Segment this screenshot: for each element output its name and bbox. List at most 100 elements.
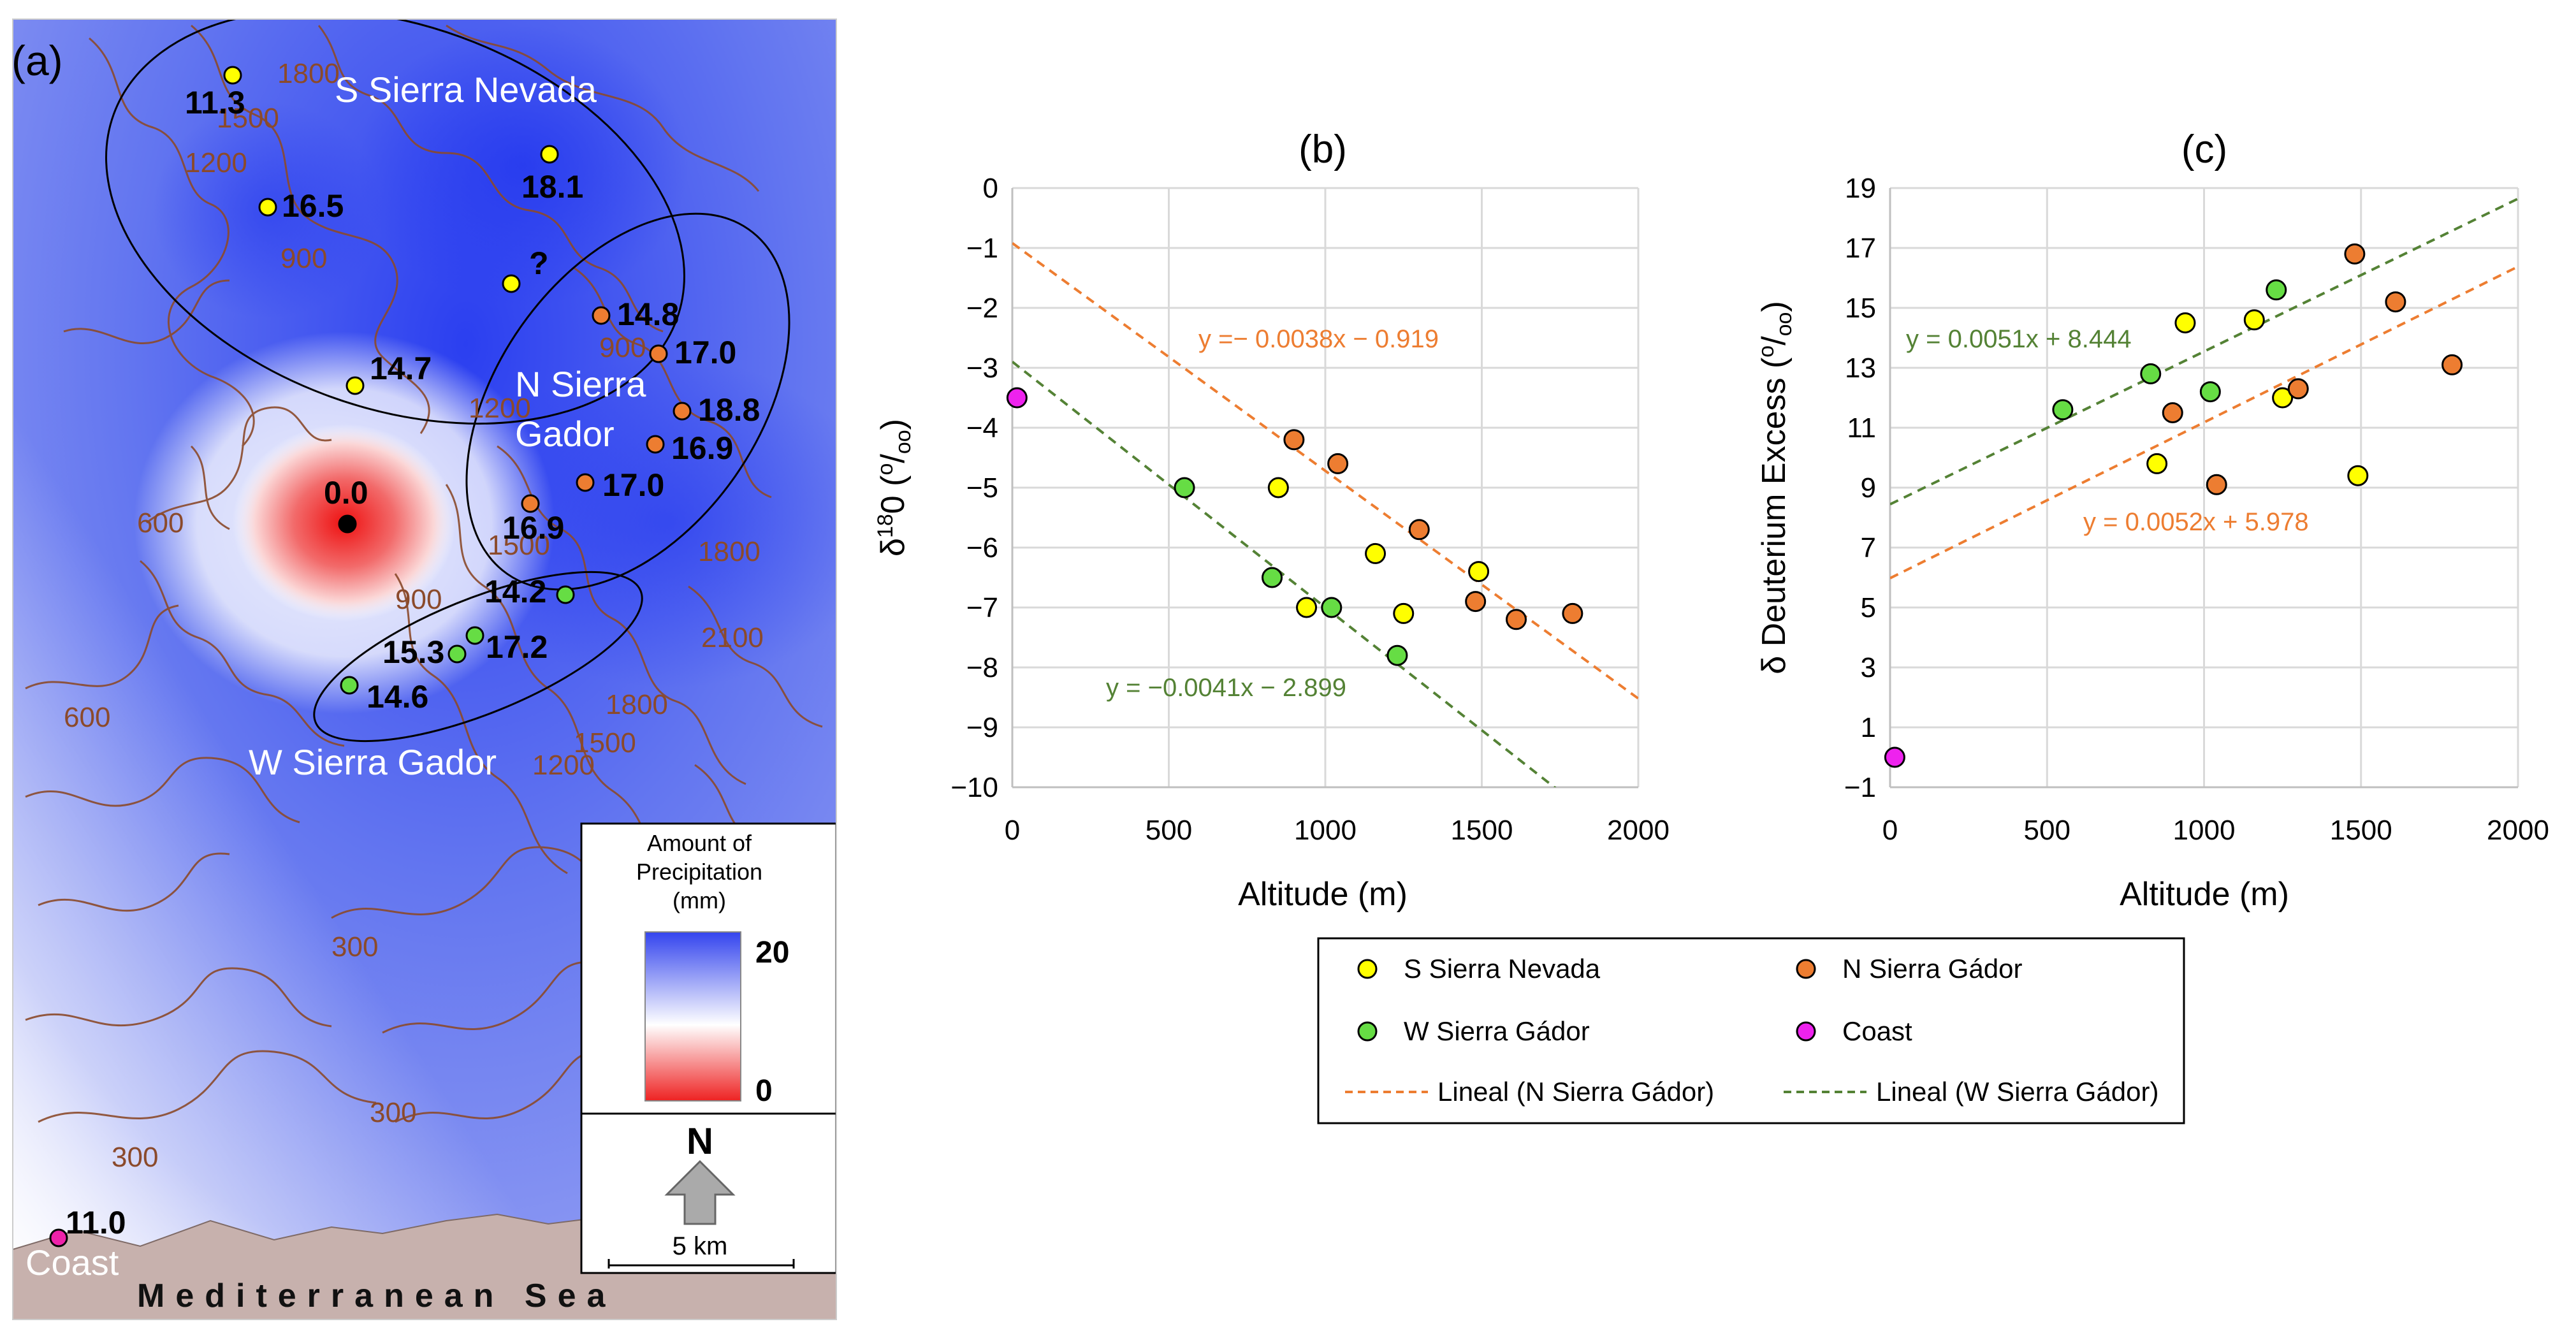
north-arrow-icon — [664, 1160, 736, 1225]
contour-label: 1500 — [488, 530, 550, 561]
data-point-n-sierra-g-dor — [1408, 519, 1430, 541]
group-ellipses — [105, 19, 790, 743]
data-point-n-sierra-g-dor — [2162, 402, 2183, 423]
legend-item-s-sierra-nevada: S Sierra Nevada — [1357, 954, 1601, 984]
contour-label: 1800 — [606, 689, 668, 720]
legend-marker — [1796, 1021, 1816, 1042]
data-point-s-sierra-nevada — [1267, 477, 1289, 498]
contour-label: 1800 — [698, 536, 760, 567]
w-sierra-gador-ellipse — [313, 571, 643, 743]
site-markers: 11.3 18.1 16.5 ? 14.7 14.8 17.0 18.8 16.… — [49, 66, 760, 1247]
site-label: 11.3 — [185, 85, 245, 120]
precip-legend-max: 20 — [755, 936, 789, 970]
x-tick-label: 0 — [1882, 815, 1898, 846]
s-sierra-nevada-ellipse — [105, 19, 685, 425]
contour-label: 600 — [64, 702, 110, 733]
trendline-lineal-n-sierra-g-dor — [1890, 265, 2518, 579]
chart-c-equation-w-gador: y = 0.0051x + 8.444 — [1906, 325, 2132, 353]
legend-label: Coast — [1842, 1016, 1912, 1046]
data-point-s-sierra-nevada — [2243, 309, 2265, 331]
data-point-n-sierra-g-dor — [1327, 453, 1349, 474]
legend-item-coast: Coast — [1796, 1016, 1912, 1046]
y-tick-label: −4 — [966, 412, 998, 444]
contour-label: 600 — [137, 507, 184, 539]
data-point-n-sierra-g-dor — [1465, 591, 1487, 613]
y-tick-label: −10 — [950, 772, 998, 803]
site-label: 17.0 — [674, 335, 736, 370]
scale-bar — [608, 1259, 795, 1269]
data-point-n-sierra-g-dor — [1506, 609, 1527, 630]
site-label: 11.0 — [66, 1205, 126, 1240]
site-marker — [465, 626, 484, 645]
scale-label: 5 km — [673, 1232, 728, 1260]
site-marker — [521, 494, 540, 513]
data-point-n-sierra-g-dor — [1283, 429, 1305, 451]
site-marker — [576, 473, 595, 492]
map-panel: 1800 1500 1200 900 900 1200 600 900 1500… — [13, 19, 836, 1320]
trendline-lineal-n-sierra-g-dor — [1012, 242, 1638, 700]
site-label: ? — [529, 245, 549, 281]
chart-b-x-ticks: 0 500 1000 1500 2000 — [1005, 815, 1670, 846]
site-label: 14.8 — [617, 296, 679, 332]
y-tick-label: 11 — [1847, 412, 1876, 444]
site-label: 15.3 — [382, 634, 444, 670]
trendline-lineal-w-sierra-g-dor — [1890, 197, 2518, 505]
y-tick-label: 17 — [1845, 233, 1876, 264]
data-point-n-sierra-g-dor — [2206, 474, 2227, 495]
site-marker — [649, 344, 668, 363]
precip-legend-title: (mm) — [673, 887, 726, 913]
contour-label: 1200 — [185, 147, 247, 178]
site-marker — [556, 585, 575, 604]
precip-legend-title: Amount of — [647, 830, 752, 856]
chart-b-grid — [1011, 187, 1640, 789]
site-marker — [502, 274, 521, 293]
data-point-coast — [1884, 746, 1905, 768]
data-point-s-sierra-nevada — [2272, 387, 2294, 409]
chart-c-y-ticks: 19 17 15 13 11 9 7 5 3 1 −1 — [1844, 173, 1876, 803]
region-label-n-sierra: N Sierra — [515, 364, 646, 404]
legend-marker — [1357, 1021, 1378, 1042]
data-point-n-sierra-g-dor — [2287, 378, 2309, 400]
y-tick-label: −9 — [966, 712, 998, 743]
site-label: 17.0 — [602, 467, 664, 503]
contour-label: 900 — [280, 243, 327, 274]
legend-item-n-sierra-g-dor: N Sierra Gádor — [1796, 954, 2022, 984]
precip-legend-title: Precipitation — [636, 859, 762, 885]
chart-b-y-ticks: 0 −1 −2 −3 −4 −5 −6 −7 −8 −9 −10 — [950, 173, 998, 803]
x-tick-label: 1500 — [2330, 815, 2392, 846]
data-point-s-sierra-nevada — [1393, 602, 1415, 624]
site-marker — [592, 306, 611, 325]
contour-labels: 1800 1500 1200 900 900 1200 600 900 1500… — [64, 58, 764, 1173]
x-tick-label: 0 — [1005, 815, 1020, 846]
site-label: 18.1 — [521, 169, 583, 205]
site-label: 17.2 — [486, 629, 548, 665]
x-tick-label: 2000 — [1607, 815, 1670, 846]
contour-label: 300 — [370, 1097, 416, 1128]
region-label-w-sierra-gador: W Sierra Gador — [249, 742, 497, 782]
chart-c-grid — [1889, 187, 2519, 789]
data-point-s-sierra-nevada — [2174, 312, 2196, 333]
chart-b-x-axis-title: Altitude (m) — [1238, 876, 1408, 913]
x-tick-label: 500 — [1146, 815, 1192, 846]
data-point-w-sierra-g-dor — [1262, 567, 1283, 588]
site-label: 14.6 — [367, 679, 428, 715]
data-point-w-sierra-g-dor — [2199, 381, 2221, 403]
y-tick-label: −7 — [966, 592, 998, 623]
data-point-s-sierra-nevada — [1365, 542, 1386, 564]
legend-label: Lineal (N Sierra Gádor) — [1437, 1077, 1714, 1107]
contour-label: 300 — [112, 1142, 158, 1173]
contour-label: 900 — [599, 332, 646, 363]
data-point-n-sierra-g-dor — [1562, 602, 1583, 624]
legend-marker — [1357, 959, 1378, 979]
contour-label: 1500 — [217, 103, 279, 134]
x-tick-label: 1500 — [1451, 815, 1513, 846]
site-label: 16.9 — [671, 430, 733, 466]
precip-legend: Amount of Precipitation (mm) 20 0 — [580, 822, 836, 1115]
legend-item-w-sierra-g-dor: W Sierra Gádor — [1357, 1016, 1590, 1046]
data-point-w-sierra-g-dor — [2052, 399, 2074, 421]
chart-c-trendlines — [1890, 197, 2518, 579]
legend-label: Lineal (W Sierra Gádor) — [1876, 1077, 2158, 1107]
y-tick-label: −8 — [966, 652, 998, 683]
chart-c-y-axis-title: δ Deuterium Excess (o/oo) — [1754, 301, 1796, 674]
chart-c-points — [1884, 243, 2463, 768]
